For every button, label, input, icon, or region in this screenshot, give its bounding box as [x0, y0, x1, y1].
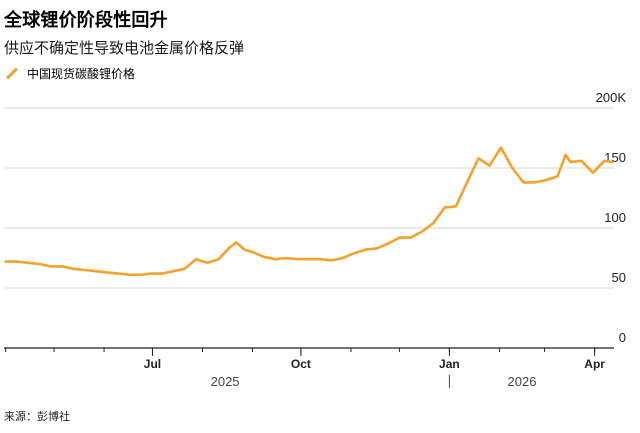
y-tick-label: 200K [596, 90, 627, 105]
year-label: 2026 [508, 374, 537, 389]
legend-label: 中国现货碳酸锂价格 [27, 67, 136, 81]
y-tick-label: 150 [604, 150, 626, 165]
x-tick-label: Jan [439, 357, 460, 371]
year-label: 2025 [211, 374, 240, 389]
y-tick-label: 50 [612, 270, 626, 285]
source-note: 来源：彭博社 [4, 411, 70, 423]
series-line [4, 146, 614, 277]
x-tick-label: Apr [584, 357, 605, 371]
x-tick-label: Jul [144, 357, 161, 371]
legend: 中国现货碳酸锂价格 [4, 65, 135, 82]
x-tick-label: Oct [291, 357, 311, 371]
y-tick-label: 100 [604, 210, 626, 225]
chart-subtitle: 供应不确定性导致电池金属价格反弹 [4, 40, 245, 57]
y-tick-label: 0 [619, 330, 626, 345]
chart-title: 全球锂价阶段性回升 [4, 10, 168, 30]
